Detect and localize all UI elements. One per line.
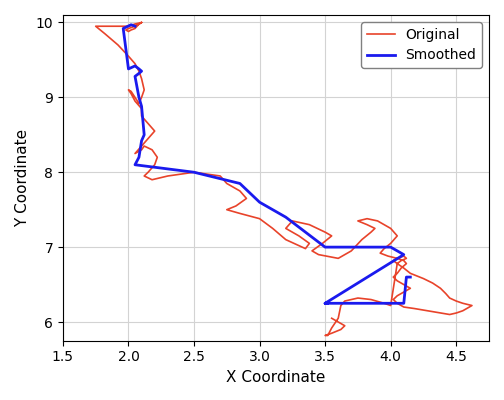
Smoothed (348, 245, 354, 250)
Line: Smoothed: Smoothed (123, 25, 410, 303)
Original (132, 24, 138, 29)
Smoothed (388, 245, 394, 250)
Original (420, 276, 426, 281)
Original (125, 54, 132, 58)
Smoothed (283, 215, 289, 220)
Original (429, 281, 435, 286)
Smoothed (141, 132, 147, 137)
Original (325, 333, 331, 338)
Original (329, 316, 335, 321)
Smoothed (191, 170, 197, 175)
Smoothed (257, 200, 263, 204)
Smoothed (403, 275, 409, 280)
Smoothed (136, 155, 142, 160)
Smoothed (139, 138, 145, 143)
Smoothed (368, 245, 374, 250)
Smoothed (401, 301, 407, 306)
Y-axis label: Y Coordinate: Y Coordinate (15, 129, 30, 227)
Smoothed (394, 248, 400, 253)
Smoothed (237, 181, 243, 186)
Smoothed (139, 104, 145, 109)
Smoothed (401, 252, 407, 257)
Smoothed (136, 66, 142, 71)
Smoothed (136, 71, 142, 76)
Smoothed (128, 22, 134, 27)
Smoothed (407, 275, 413, 280)
Smoothed (322, 245, 328, 250)
Smoothed (136, 95, 142, 100)
Smoothed (120, 26, 126, 31)
Smoothed (132, 64, 138, 68)
Original (139, 20, 145, 25)
Original (407, 271, 413, 276)
X-axis label: X Coordinate: X Coordinate (226, 370, 326, 385)
Smoothed (270, 207, 276, 212)
Legend: Original, Smoothed: Original, Smoothed (361, 22, 482, 68)
Smoothed (335, 245, 341, 250)
Smoothed (139, 69, 145, 74)
Smoothed (132, 24, 138, 29)
Smoothed (125, 66, 132, 71)
Smoothed (329, 245, 335, 250)
Original (329, 326, 335, 330)
Smoothed (322, 301, 328, 306)
Smoothed (322, 301, 328, 306)
Smoothed (132, 162, 138, 167)
Smoothed (132, 74, 138, 79)
Original (257, 216, 263, 221)
Line: Original: Original (96, 22, 472, 336)
Smoothed (325, 301, 331, 306)
